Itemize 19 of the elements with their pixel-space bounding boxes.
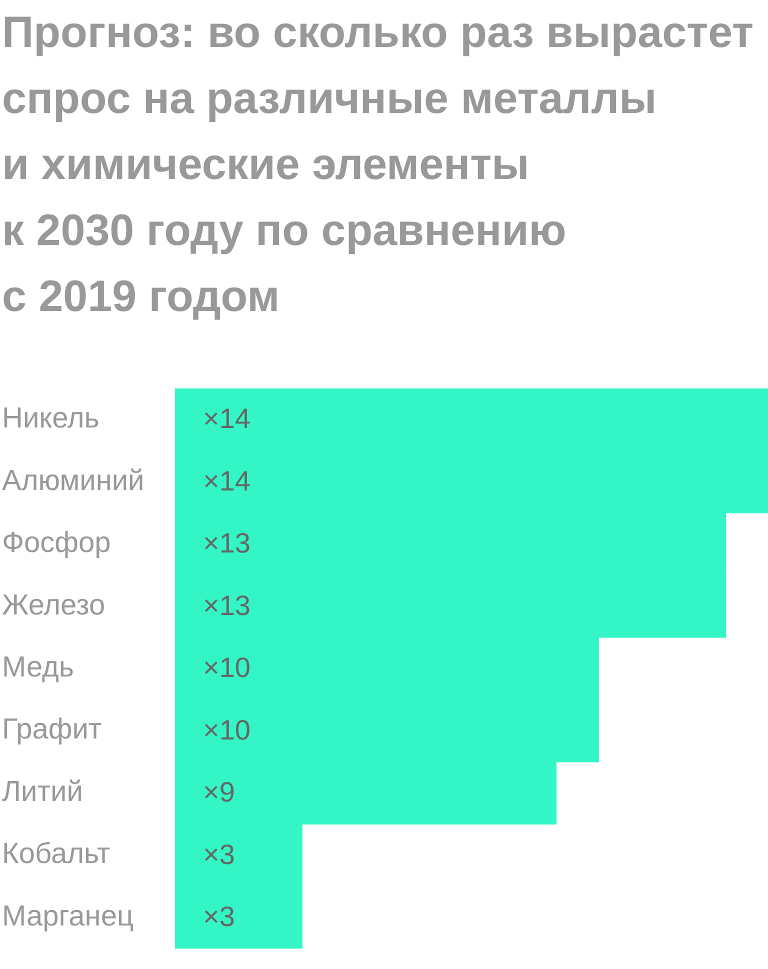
data-label: ×3 [203,901,235,932]
y-tick-label: Медь [2,652,74,684]
data-label: ×9 [203,776,235,808]
y-tick-label: Фосфор [2,527,111,560]
data-label: ×10 [203,714,250,746]
y-tick-label: Графит [2,714,102,746]
data-label: ×14 [203,403,250,434]
data-label: ×10 [203,652,250,684]
data-label: ×13 [203,590,250,621]
y-tick-label: Кобальт [2,838,110,870]
data-label: ×3 [203,838,235,870]
data-label: ×13 [203,528,250,559]
y-tick-label: Никель [2,402,100,435]
y-tick-label: Литий [2,776,83,808]
chart-title: Прогноз: во сколько раз вырастет спрос на различные металлы и химические элементы к 2030 году по сравнению с 2019 годом [2,7,754,323]
y-tick-label: Железо [2,589,106,622]
y-tick-label: Марганец [2,900,134,932]
data-label: ×14 [203,465,250,496]
y-tick-label: Алюминий [2,464,144,497]
